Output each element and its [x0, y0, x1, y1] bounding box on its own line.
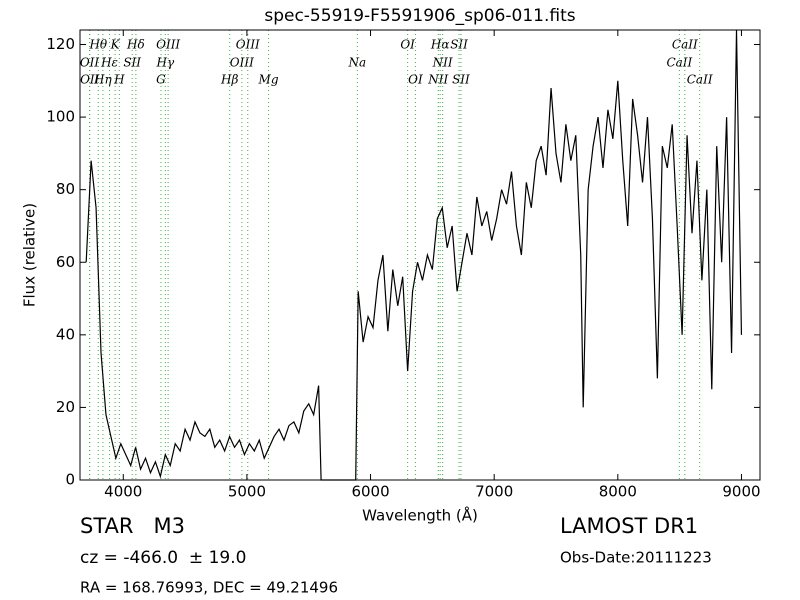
y-tick-label: 100: [46, 108, 75, 126]
y-axis-label: Flux (relative): [21, 203, 39, 307]
spectral-line-label: G: [156, 73, 166, 87]
y-tick-label: 0: [65, 471, 75, 489]
spectral-line-label: Hβ: [220, 73, 238, 87]
spectral-line-label: CaII: [666, 56, 692, 70]
x-tick-label: 4000: [104, 483, 142, 501]
spectral-line-label: CaII: [672, 38, 698, 52]
spectral-line-label: OIII: [236, 38, 260, 52]
obs-date: Obs-Date:20111223: [560, 549, 712, 567]
spectral-line-label: NII: [432, 56, 453, 70]
coordinates: RA = 168.76993, DEC = 49.21496: [80, 579, 338, 597]
spectral-line-label: Mg: [258, 73, 279, 87]
spectral-line-label: NII: [427, 73, 448, 87]
spectral-line-label: CaII: [687, 73, 713, 87]
spectral-line-label: Hη: [93, 73, 112, 87]
spectral-line-label: SII: [450, 38, 468, 52]
redshift: cz = -466.0 ± 19.0: [80, 548, 246, 568]
plot-frame: [79, 29, 761, 481]
spectral-line-label: OIII: [230, 56, 254, 70]
spectral-line-label: Hδ: [126, 38, 145, 52]
spectral-line-label: OIII: [156, 38, 180, 52]
y-tick-label: 60: [56, 253, 75, 271]
x-tick-label: 9000: [722, 483, 760, 501]
spectral-line-label: Hθ: [88, 38, 107, 52]
x-tick-label: 7000: [475, 483, 513, 501]
y-tick-label: 80: [56, 180, 75, 198]
spectral-line-label: Hα: [430, 38, 450, 52]
spectral-line-label: H: [113, 73, 125, 87]
spectrum-line: [85, 29, 743, 481]
spectral-line-label: OII: [80, 73, 100, 87]
x-tick-label: 6000: [351, 483, 389, 501]
x-tick-label: 5000: [228, 483, 266, 501]
spectral-line-label: Hε: [100, 56, 118, 70]
spectral-line-label: Na: [347, 56, 366, 70]
survey: LAMOST DR1: [560, 514, 698, 538]
chart-title: spec-55919-F5591906_sp06-011.fits: [264, 6, 575, 26]
spectral-line-label: SII: [123, 56, 141, 70]
spectral-line-label: Hγ: [155, 56, 174, 70]
y-tick-label: 120: [46, 35, 75, 53]
x-axis-label: Wavelength (Å): [362, 506, 478, 525]
x-tick-label: 8000: [599, 483, 637, 501]
y-tick-label: 20: [56, 398, 75, 416]
spectral-line-label: OI: [408, 73, 423, 87]
y-tick-label: 40: [56, 325, 75, 343]
spectral-line-label: OI: [400, 38, 415, 52]
object-class: STAR M3: [80, 514, 185, 538]
spectral-line-label: K: [110, 38, 121, 52]
spectral-line-label: SII: [452, 73, 470, 87]
